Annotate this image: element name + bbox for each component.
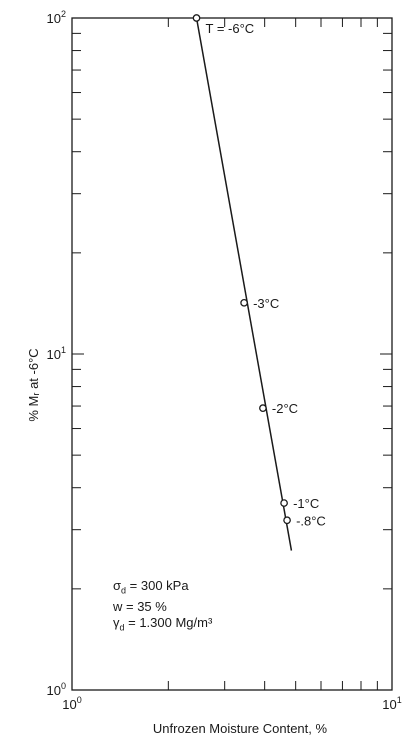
data-point-label: -3°C [253,296,279,311]
data-point [283,516,291,525]
data-point-label: -1°C [293,496,319,511]
annotation-line: γd = 1.300 Mg/m³ [113,614,213,633]
x-axis-label: Unfrozen Moisture Content, % [153,721,328,736]
annotation-block: σd = 300 kPa w = 35 % γd = 1.300 Mg/m³ [113,578,212,635]
ticks: 100 101 102 100 101 [47,9,402,712]
annotation-line: w = 35 % [113,598,167,614]
data-point [259,404,267,412]
y-tick-label: 101 [47,345,66,362]
data-point [280,499,288,507]
annotation-line: σd = 300 kPa [113,578,189,596]
x-tick-label: 100 [62,695,81,712]
data-point-label: T = -6°C [206,21,255,36]
fit-line-group [195,17,293,551]
y-tick-label: 102 [47,9,66,26]
data-point-label: -.8°C [296,513,326,528]
data-point [240,298,248,307]
data-point [192,14,201,22]
y-axis-label: % Mᵣ at -6°C [26,348,41,421]
x-tick-label: 101 [382,695,401,712]
y-tick-label: 100 [47,681,66,698]
fit-line [195,17,293,551]
data-point-label: -2°C [272,401,298,416]
points [192,14,291,525]
labels: T = -6°C -3°C -2°C -1°C -.8°C [206,21,326,528]
